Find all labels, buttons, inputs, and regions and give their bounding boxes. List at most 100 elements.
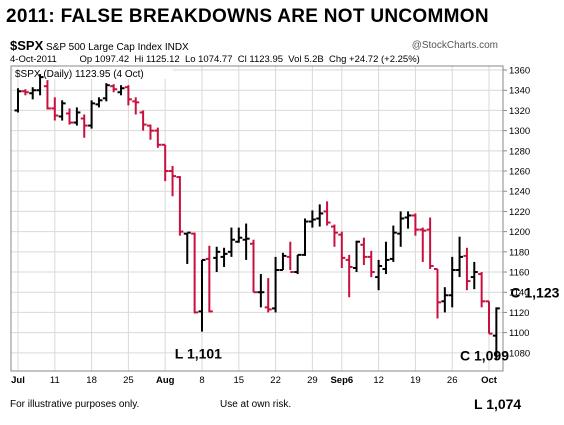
x-tick-label: 12 (373, 375, 384, 386)
y-tick-label: 1160 (509, 268, 529, 279)
y-tick-label: 1280 (509, 146, 530, 157)
ohlc-bar (294, 253, 302, 275)
ohlc-bar (36, 74, 44, 96)
ohlc-bar (51, 97, 59, 121)
disclaimer-left: For illustrative purposes only. (10, 399, 140, 410)
ohlc-bar (441, 287, 449, 313)
ohlc-bar (338, 231, 346, 268)
ohlc-bar (389, 225, 397, 262)
y-tick-label: 1320 (509, 106, 530, 117)
x-tick-label: 22 (270, 375, 281, 386)
x-tick-label: 29 (307, 375, 318, 386)
stockcharts-logo: @StockCharts.com (411, 40, 498, 51)
ohlc-bar (411, 213, 419, 236)
ohlc-bar (478, 272, 486, 308)
ticker-symbol: $SPX (10, 38, 44, 53)
ohlc-bar (264, 278, 272, 313)
ohlc-bar (14, 88, 22, 113)
ohlc-bars (14, 74, 500, 359)
ohlc-bar (29, 87, 37, 100)
plot-frame (10, 65, 504, 372)
ohlc-bar (419, 227, 427, 262)
index-name: S&P 500 Large Cap Index (46, 42, 163, 53)
annotation-label: C 1,123 (510, 284, 559, 300)
y-tick-label: 1180 (509, 247, 529, 258)
quote-high: Hi 1125.12 (134, 54, 180, 65)
x-tick-label: Aug (156, 375, 175, 386)
ohlc-bar (191, 232, 199, 314)
ohlc-bar (66, 108, 74, 125)
ohlc-bar (161, 143, 169, 182)
exchange-label: INDX (164, 42, 189, 53)
ohlc-bar (139, 110, 147, 131)
ohlc-bar (485, 300, 493, 335)
ohlc-bar (360, 237, 368, 265)
x-tick-label: 26 (447, 375, 458, 386)
ohlc-bar (73, 107, 81, 126)
legend-box (13, 67, 173, 79)
y-tick-label: 1340 (509, 86, 530, 97)
x-tick-label: 18 (86, 375, 97, 386)
y-tick-label: 1200 (509, 227, 530, 238)
ohlc-bar (183, 231, 191, 264)
annotation-label: L 1,101 (175, 346, 222, 362)
x-tick-label: 25 (123, 375, 134, 386)
ohlc-bar (242, 223, 250, 260)
ohlc-bar (492, 307, 500, 359)
ohlc-bar (58, 100, 66, 121)
ohlc-bar (205, 245, 213, 313)
ohlc-bar (117, 85, 125, 96)
ohlc-bar (21, 89, 29, 96)
ohlc-bar (213, 246, 221, 273)
y-tick-label: 1240 (509, 187, 530, 198)
annotation-label: C 1,099 (460, 348, 509, 364)
ohlc-bar (146, 124, 154, 140)
quote-open: Op 1097.42 (79, 54, 130, 65)
ohlc-bar (198, 258, 206, 332)
symbol-line: $SPX S&P 500 Large Cap Index INDX (10, 38, 189, 53)
ohlc-bar (330, 224, 338, 247)
low-label: L 1,074 (474, 396, 522, 412)
quote-close: Cl 1123.95 (237, 54, 284, 65)
ohlc-bar (456, 236, 464, 278)
ohlc-bar (124, 85, 132, 106)
ohlc-bar (227, 227, 235, 257)
x-tick-label: 11 (50, 375, 60, 386)
x-tick-label: Jul (11, 375, 25, 386)
ohlc-bar (301, 218, 309, 256)
ohlc-bar (279, 252, 287, 272)
y-tick-label: 1100 (509, 328, 529, 339)
ohlc-bar (375, 259, 383, 291)
ohlc-bar (316, 204, 324, 227)
quote-line: 4-Oct-2011 Op 1097.42 Hi 1125.12 Lo 1074… (10, 54, 420, 65)
y-tick-label: 1220 (509, 207, 530, 218)
ohlc-bar (286, 241, 294, 274)
ohlc-bar (382, 241, 390, 275)
y-tick-label: 1360 (509, 66, 530, 77)
x-tick-label: 15 (233, 375, 244, 386)
ohlc-bar (220, 247, 228, 267)
ohlc-bar (169, 165, 177, 197)
quote-change: Chg +24.72 (+2.25%) (328, 54, 420, 65)
ohlc-bar (43, 80, 51, 110)
y-tick-label: 1080 (509, 348, 530, 359)
ohlc-bar (154, 127, 162, 148)
ohlc-bar (257, 274, 265, 308)
ohlc-bar (470, 261, 478, 290)
disclaimer-middle: Use at own risk. (220, 399, 292, 410)
chart-annotations: L 1,101 C 1,099 C 1,123 (175, 284, 560, 363)
chart-legend: $SPX (Daily) 1123.95 (4 Oct) (13, 67, 173, 80)
ohlc-bar (397, 211, 405, 247)
ohlc-bar (463, 247, 471, 291)
ohlc-bar (323, 201, 331, 226)
chart-headline: 2011: FALSE BREAKDOWNS ARE NOT UNCOMMON (6, 6, 489, 27)
ohlc-bar (110, 84, 118, 93)
ohlc-bar (367, 250, 375, 278)
ohlc-bar (250, 239, 257, 294)
ohlc-bar (102, 83, 110, 102)
ohlc-bar (272, 256, 280, 313)
y-axis-ticks: 1080 1100 1120 1140 1160 1180 1200 1220 1240 1260… (503, 66, 530, 359)
ohlc-bar (88, 100, 96, 129)
quote-date: 4-Oct-2011 (10, 54, 57, 65)
quote-volume: Vol 5.2B (288, 54, 324, 65)
